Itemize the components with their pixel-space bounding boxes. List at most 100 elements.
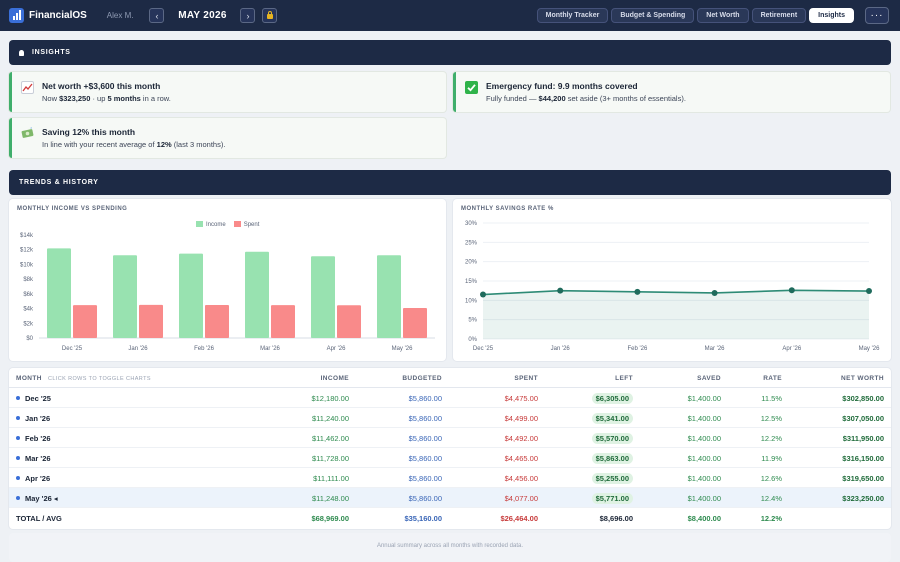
savings-rate-chart-panel[interactable]: MONTHLY SAVINGS RATE % 0% 5% 10% 15% 20% 25% 3… [453,199,891,361]
cell-budgeted: $5,860.00 [408,414,442,423]
tab-budget-spending[interactable]: Budget & Spending [611,8,695,23]
insight-title: Emergency fund: 9.9 months covered [486,81,638,91]
row-dot-icon [16,456,20,460]
bar-income [179,253,203,338]
x-tick-label: Mar '26 [705,346,725,352]
bar-income [245,251,269,338]
row-dot-icon [16,496,20,500]
table-row[interactable]: Mar '26 $11,728.00 $5,860.00 $4,465.00 $5,86… [9,448,891,468]
cell-budgeted: $5,860.00 [408,434,442,443]
table-row[interactable]: Jan '26 $11,240.00 $5,860.00 $4,499.00 $5,34… [9,408,891,428]
cell-spent: $4,465.00 [504,454,538,463]
table-row[interactable]: May '26 ◂ $11,248.00 $5,860.00 $4,077.00 $5,… [9,488,891,508]
cell-income: $11,248.00 [312,494,349,503]
cell-budgeted: $5,860.00 [408,454,442,463]
y-tick-label: $4k [23,307,34,313]
money-icon [21,127,34,138]
table-row[interactable]: Dec '25 $12,180.00 $5,860.00 $4,475.00 $6,30… [9,388,891,408]
bar-spent [139,304,163,338]
x-tick-label: Apr '26 [782,346,801,352]
tab-net-worth[interactable]: Net Worth [697,8,749,23]
bar-spent [73,305,97,338]
cell-left: $5,863.00 [591,453,633,464]
next-month-button[interactable]: › [240,8,256,23]
y-tick-label: 25% [465,240,478,246]
tab-insights[interactable]: Insights [809,8,854,23]
legend-item-spent[interactable]: Spent [233,221,259,228]
chart-up-icon [21,81,34,94]
total-budgeted: $35,160.00 [404,514,442,523]
cell-budgeted: $5,860.00 [408,494,442,503]
cell-saved: $1,400.00 [687,494,721,503]
cell-saved: $1,400.00 [687,474,721,483]
bar-income [47,248,71,338]
cell-saved: $1,400.00 [687,434,721,443]
x-tick-label: Jan '26 [551,346,571,352]
cell-income: $12,180.00 [311,394,349,403]
user-name[interactable]: Alex M. [106,11,134,20]
cell-rate: 11.5% [761,394,782,403]
cell-spent: $4,492.00 [504,434,538,443]
cell-networth: $319,650.00 [842,474,884,483]
savings-point [557,287,564,294]
income-spending-chart-panel[interactable]: MONTHLY INCOME VS SPENDING Income Spent … [9,199,446,361]
table-row[interactable]: Apr '26 $11,111.00 $5,860.00 $4,456.00 $5,25… [9,468,891,488]
col-left: LEFT [615,375,633,382]
cell-saved: $1,400.00 [687,454,721,463]
cell-saved: $1,400.00 [687,414,721,423]
cell-budgeted: $5,860.00 [408,474,442,483]
total-spent: $26,464.00 [500,514,538,523]
y-tick-label: $14k [20,233,34,239]
lightbulb-icon [19,49,24,56]
row-dot-icon [16,476,20,480]
table-header: MONTH CLICK ROWS TO TOGGLE CHARTS INCOME… [9,368,891,388]
row-month: Apr '26 [25,474,51,483]
cell-rate: 12.5% [760,414,782,423]
summary-footer [9,533,891,562]
col-income: INCOME [320,375,349,382]
insight-card-net-worth: Net worth +$3,600 this month Now $323,25… [9,72,446,112]
bar-spent [205,304,229,338]
prev-month-button[interactable]: ‹ [149,8,165,23]
top-bar: FinancialOS Alex M. ‹ MAY 2026 › Monthly… [0,0,900,31]
monthly-history-table: MONTH CLICK ROWS TO TOGGLE CHARTS INCOME… [9,368,891,529]
table-row[interactable]: Feb '26 $11,462.00 $5,860.00 $4,492.00 $5,57… [9,428,891,448]
row-month: May '26 ◂ [25,494,58,503]
insight-text: In line with your recent average of 12% … [42,140,226,149]
cell-income: $11,240.00 [312,414,349,423]
savings-point [634,288,641,295]
tab-retirement[interactable]: Retirement [751,8,807,23]
savings-line [482,289,870,296]
row-dot-icon [16,396,20,400]
bar-spent [403,308,427,338]
tab-monthly-tracker[interactable]: Monthly Tracker [536,8,609,23]
col-month: MONTH [16,375,42,382]
savings-point [480,291,486,298]
savings-point [788,287,795,294]
chart-legend[interactable]: Income Spent [196,221,259,228]
insights-section-header: INSIGHTS [9,40,891,65]
x-tick-label: Jan '26 [128,346,148,352]
x-tick-label: Feb '26 [194,346,214,352]
col-budgeted: BUDGETED [402,375,442,382]
savings-point [866,288,872,295]
lock-icon[interactable] [262,8,278,23]
y-tick-label: $0 [26,336,33,342]
row-dot-icon [16,416,20,420]
y-tick-label: $10k [20,262,34,268]
row-month: Jan '26 [25,414,51,423]
x-tick-label: Dec '25 [62,346,83,352]
cell-rate: 12.6% [760,474,782,483]
x-tick-label: Mar '26 [260,346,280,352]
cell-networth: $311,950.00 [842,434,884,443]
legend-item-income[interactable]: Income [196,221,226,228]
x-tick-label: Dec '25 [473,346,494,352]
cell-spent: $4,077.00 [504,494,538,503]
row-month: Feb '26 [25,434,51,443]
y-tick-label: 5% [468,318,477,324]
bar-chart: $0 $2k $4k $6k $8k $10k $12k $14k Dec '25 Jan '26… [20,233,435,352]
more-menu-button[interactable]: ··· [865,7,889,24]
cell-networth: $302,850.00 [842,394,884,403]
x-tick-label: May '26 [859,346,880,352]
cell-rate: 12.2% [760,434,782,443]
